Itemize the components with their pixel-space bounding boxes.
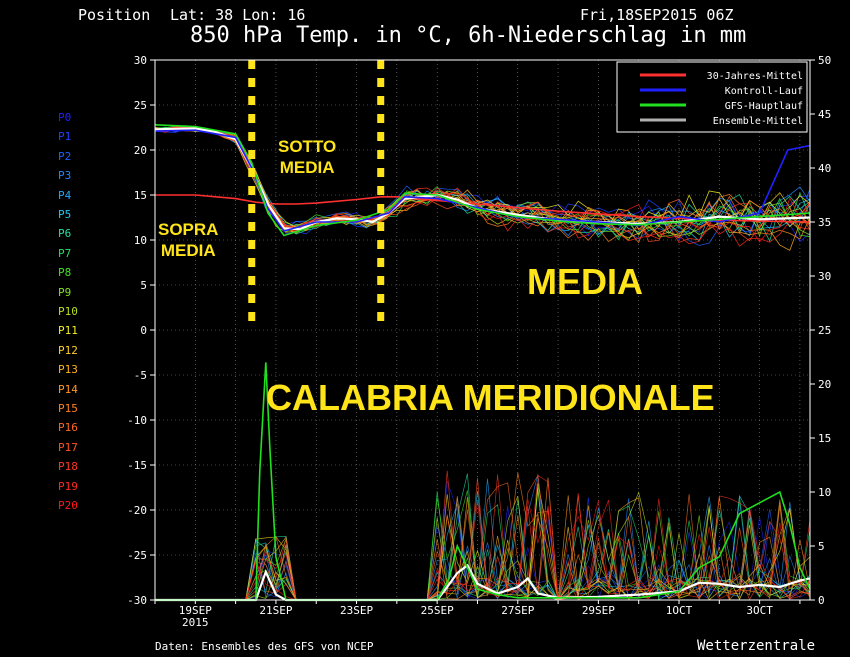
x-tick-label: 19SEP [179,604,212,617]
left-tick-label: -25 [127,549,147,562]
right-tick-label: 10 [818,486,831,499]
ensemble-label-p4: P4 [58,188,72,202]
legend-label: Ensemble-Mittel [713,116,803,127]
ensemble-label-p18: P18 [58,460,78,474]
x-tick-label: 25SEP [421,604,454,617]
sotto-media-label: SOTTO MEDIA [278,137,337,177]
ensemble-precip-line-p18 [155,470,811,601]
right-tick-label: 25 [818,324,831,337]
x-tick-label: 3OCT [746,604,773,617]
left-tick-label: -10 [127,414,147,427]
media-label: MEDIA [527,261,643,302]
x-tick-sublabel: 2015 [182,616,209,629]
left-tick-label: 25 [134,99,147,112]
data-source: Daten: Ensembles des GFS von NCEP [155,640,374,653]
x-tick-label: 29SEP [582,604,615,617]
region-label: CALABRIA MERIDIONALE [266,377,715,418]
ensemble-label-p16: P16 [58,421,78,435]
right-tick-label: 0 [818,594,825,607]
right-tick-label: 35 [818,216,831,229]
left-tick-label: -15 [127,459,147,472]
ensemble-label-p5: P5 [58,208,72,221]
ensemble-member-lines [154,125,811,602]
right-tick-label: 15 [818,432,831,445]
ensemble-label-p19: P19 [58,479,78,493]
left-tick-label: 5 [140,279,147,292]
chart-title: 850 hPa Temp. in °C, 6h-Niederschlag in … [190,23,747,48]
period-dividers [248,60,385,330]
ensemble-label-p8: P8 [58,266,72,280]
x-tick-label: 23SEP [340,604,373,617]
ensemble-label-p14: P14 [58,382,78,396]
ensemble-label-p10: P10 [58,305,78,318]
ensemble-label-p17: P17 [58,440,78,454]
ensemble-label-p15: P15 [58,402,78,415]
sopra-media-label: SOPRA MEDIA [158,220,219,260]
left-axis: 30 25 20 15 10 5 0 -5 -10 -15 -20 -25 -30 [127,54,155,607]
left-tick-label: 0 [140,324,147,337]
ensemble-label-p13: P13 [58,363,78,377]
ensemble-label-p11: P11 [58,324,78,338]
right-tick-label: 30 [818,270,831,283]
ensemble-label-p7: P7 [58,246,72,260]
left-tick-label: -20 [127,504,147,517]
ensemble-label-p1: P1 [58,130,72,144]
x-tick-label: 1OCT [666,604,693,617]
ensemble-label-p0: P0 [58,111,72,124]
x-tick-label: 21SEP [259,604,292,617]
legend-label: 30-Jahres-Mittel [707,71,803,82]
brand-label: Wetterzentrale [697,638,816,654]
left-tick-label: 15 [134,189,147,202]
left-tick-label: 20 [134,144,147,157]
right-tick-label: 5 [818,540,825,553]
legend-label: Kontroll-Lauf [725,86,803,97]
left-tick-label: 30 [134,54,147,67]
position-label: Position [78,6,151,24]
left-tick-label: -30 [127,594,147,607]
ensemble-precip-line-p17 [155,474,811,601]
ensemble-label-p6: P6 [58,227,72,241]
ensemble-label-p3: P3 [58,169,72,183]
legend-label: GFS-Hauptlauf [725,101,803,112]
ensemble-label-p9: P9 [58,285,72,299]
right-tick-label: 20 [818,378,831,391]
ensemble-precip-line-p19 [155,474,811,601]
ensemble-label-p20: P20 [58,499,78,512]
right-tick-label: 40 [818,162,831,175]
left-tick-label: 10 [134,234,147,247]
x-tick-label: 27SEP [501,604,534,617]
ensemble-precip-line-p3 [155,474,811,601]
series-line-30-jahres-mittel [155,194,811,223]
left-tick-label: -5 [134,369,147,382]
plot-frame [154,59,811,601]
ensemble-label-p12: P12 [58,343,78,357]
lat-lon: Lat: 38 Lon: 16 [170,6,306,24]
ensemble-precip-line-p13 [155,496,811,601]
ensemble-label-p2: P2 [58,149,72,163]
right-tick-label: 50 [818,54,831,67]
run-datetime: Fri,18SEP2015 06Z [580,6,734,24]
series-line-gfs-hauptlauf-niederschlag [155,362,811,601]
legend: 30-Jahres-Mittel Kontroll-Lauf GFS-Hauptla… [616,61,808,133]
right-tick-label: 45 [818,108,831,121]
